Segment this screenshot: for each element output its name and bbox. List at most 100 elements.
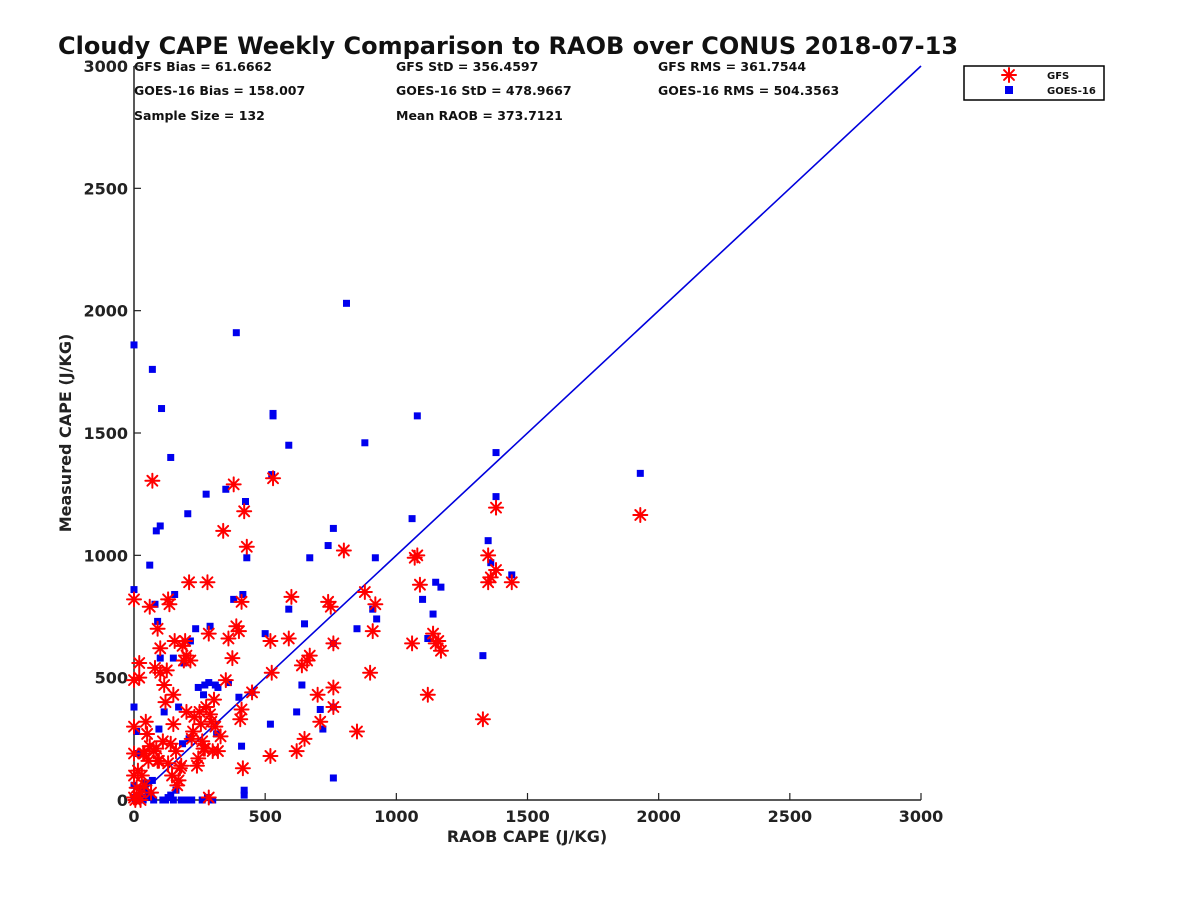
gfs-point	[488, 499, 505, 516]
gfs-point	[404, 635, 421, 652]
legend-goes16-marker	[1005, 86, 1013, 94]
y-tick-label: 1500	[83, 424, 128, 443]
goes16-point	[177, 796, 185, 804]
goes16-point	[324, 542, 332, 550]
y-tick-label: 1000	[83, 546, 128, 565]
goes16-point	[408, 515, 416, 523]
gfs-point	[126, 591, 142, 608]
gfs-point	[149, 620, 166, 637]
gfs-point	[283, 588, 300, 605]
goes16-point	[413, 412, 421, 420]
axes: 0 500 1000 1500 2000 2500 3000 0 500 1000 1500 2000…	[83, 57, 943, 826]
goes16-point	[156, 654, 164, 662]
gfs-point	[362, 664, 379, 681]
gfs-point	[141, 598, 158, 615]
stat-mean-raob: Mean RAOB = 373.7121	[396, 108, 563, 123]
gfs-point	[220, 630, 237, 647]
stat-sample-size: Sample Size = 132	[134, 108, 265, 123]
goes16-point	[316, 705, 324, 713]
legend-box	[963, 65, 1105, 101]
goes16-point	[306, 554, 314, 562]
goes16-point	[240, 791, 248, 799]
goes16-point	[293, 708, 301, 716]
gfs-point	[200, 625, 217, 642]
goes16-point	[241, 498, 249, 506]
legend[interactable]: GFS GOES-16	[963, 65, 1105, 101]
gfs-point	[312, 713, 329, 730]
gfs-series	[126, 470, 649, 808]
stat-goes-std: GOES-16 StD = 478.9667	[396, 83, 572, 98]
goes16-point	[268, 471, 276, 479]
x-tick-label: 2000	[636, 807, 681, 826]
gfs-point	[236, 503, 253, 520]
goes16-point	[158, 405, 166, 413]
gfs-point	[430, 632, 447, 649]
x-tick-label: 500	[248, 807, 281, 826]
goes16-point	[155, 725, 163, 733]
goes16-point	[148, 776, 156, 784]
goes16-point	[182, 796, 190, 804]
goes16-point	[200, 691, 208, 699]
gfs-point	[288, 743, 305, 760]
goes16-point	[419, 595, 427, 603]
goes16-point	[167, 453, 175, 461]
gfs-point	[301, 647, 318, 664]
gfs-point	[406, 549, 423, 566]
gfs-point	[262, 632, 279, 649]
goes16-point	[243, 554, 251, 562]
one-to-one-line	[133, 65, 922, 801]
goes16-point	[151, 600, 159, 608]
goes16-point	[148, 365, 156, 373]
goes16-point	[301, 620, 309, 628]
gfs-point	[167, 743, 184, 760]
gfs-point	[190, 750, 207, 767]
goes16-point	[285, 441, 293, 449]
gfs-point	[139, 725, 156, 742]
goes16-point	[160, 708, 168, 716]
goes16-point	[239, 590, 247, 598]
goes16-point	[636, 469, 644, 477]
y-tick-label: 500	[95, 669, 128, 688]
gfs-point	[309, 686, 326, 703]
gfs-point	[217, 672, 234, 689]
goes16-point	[152, 527, 160, 535]
goes16-point	[194, 683, 202, 691]
gfs-point	[234, 760, 251, 777]
goes16-point	[156, 522, 164, 530]
goes16-point	[298, 681, 306, 689]
gfs-point	[503, 574, 520, 591]
goes16-point	[371, 554, 379, 562]
y-axis-label: Measured CAPE (J/KG)	[56, 334, 75, 533]
x-tick-label: 3000	[899, 807, 944, 826]
stat-gfs-rms: GFS RMS = 361.7544	[658, 59, 806, 74]
goes16-point	[429, 610, 437, 618]
gfs-point	[209, 743, 226, 760]
y-tick-label: 2000	[83, 302, 128, 321]
gfs-point	[200, 789, 217, 806]
gfs-point	[432, 642, 449, 659]
gfs-point	[322, 598, 339, 615]
goes16-point	[238, 742, 246, 750]
gfs-point	[225, 476, 242, 493]
gfs-point	[206, 691, 223, 708]
goes16-point	[342, 299, 350, 307]
gfs-point	[232, 711, 249, 728]
goes16-point	[261, 630, 269, 638]
gfs-point	[215, 522, 232, 539]
gfs-point	[181, 574, 198, 591]
gfs-point	[170, 772, 187, 789]
gfs-point	[335, 542, 352, 559]
gfs-point	[480, 547, 497, 564]
goes16-point	[269, 412, 277, 420]
goes16-point	[266, 720, 274, 728]
gfs-point	[325, 699, 342, 716]
goes16-point	[214, 683, 222, 691]
goes16-point	[184, 510, 192, 518]
goes16-point	[222, 485, 230, 493]
goes16-series	[130, 299, 644, 804]
gfs-point	[224, 650, 241, 667]
goes16-point	[146, 561, 154, 569]
gfs-point	[632, 506, 649, 523]
gfs-point	[348, 723, 365, 740]
gfs-point	[364, 623, 381, 640]
